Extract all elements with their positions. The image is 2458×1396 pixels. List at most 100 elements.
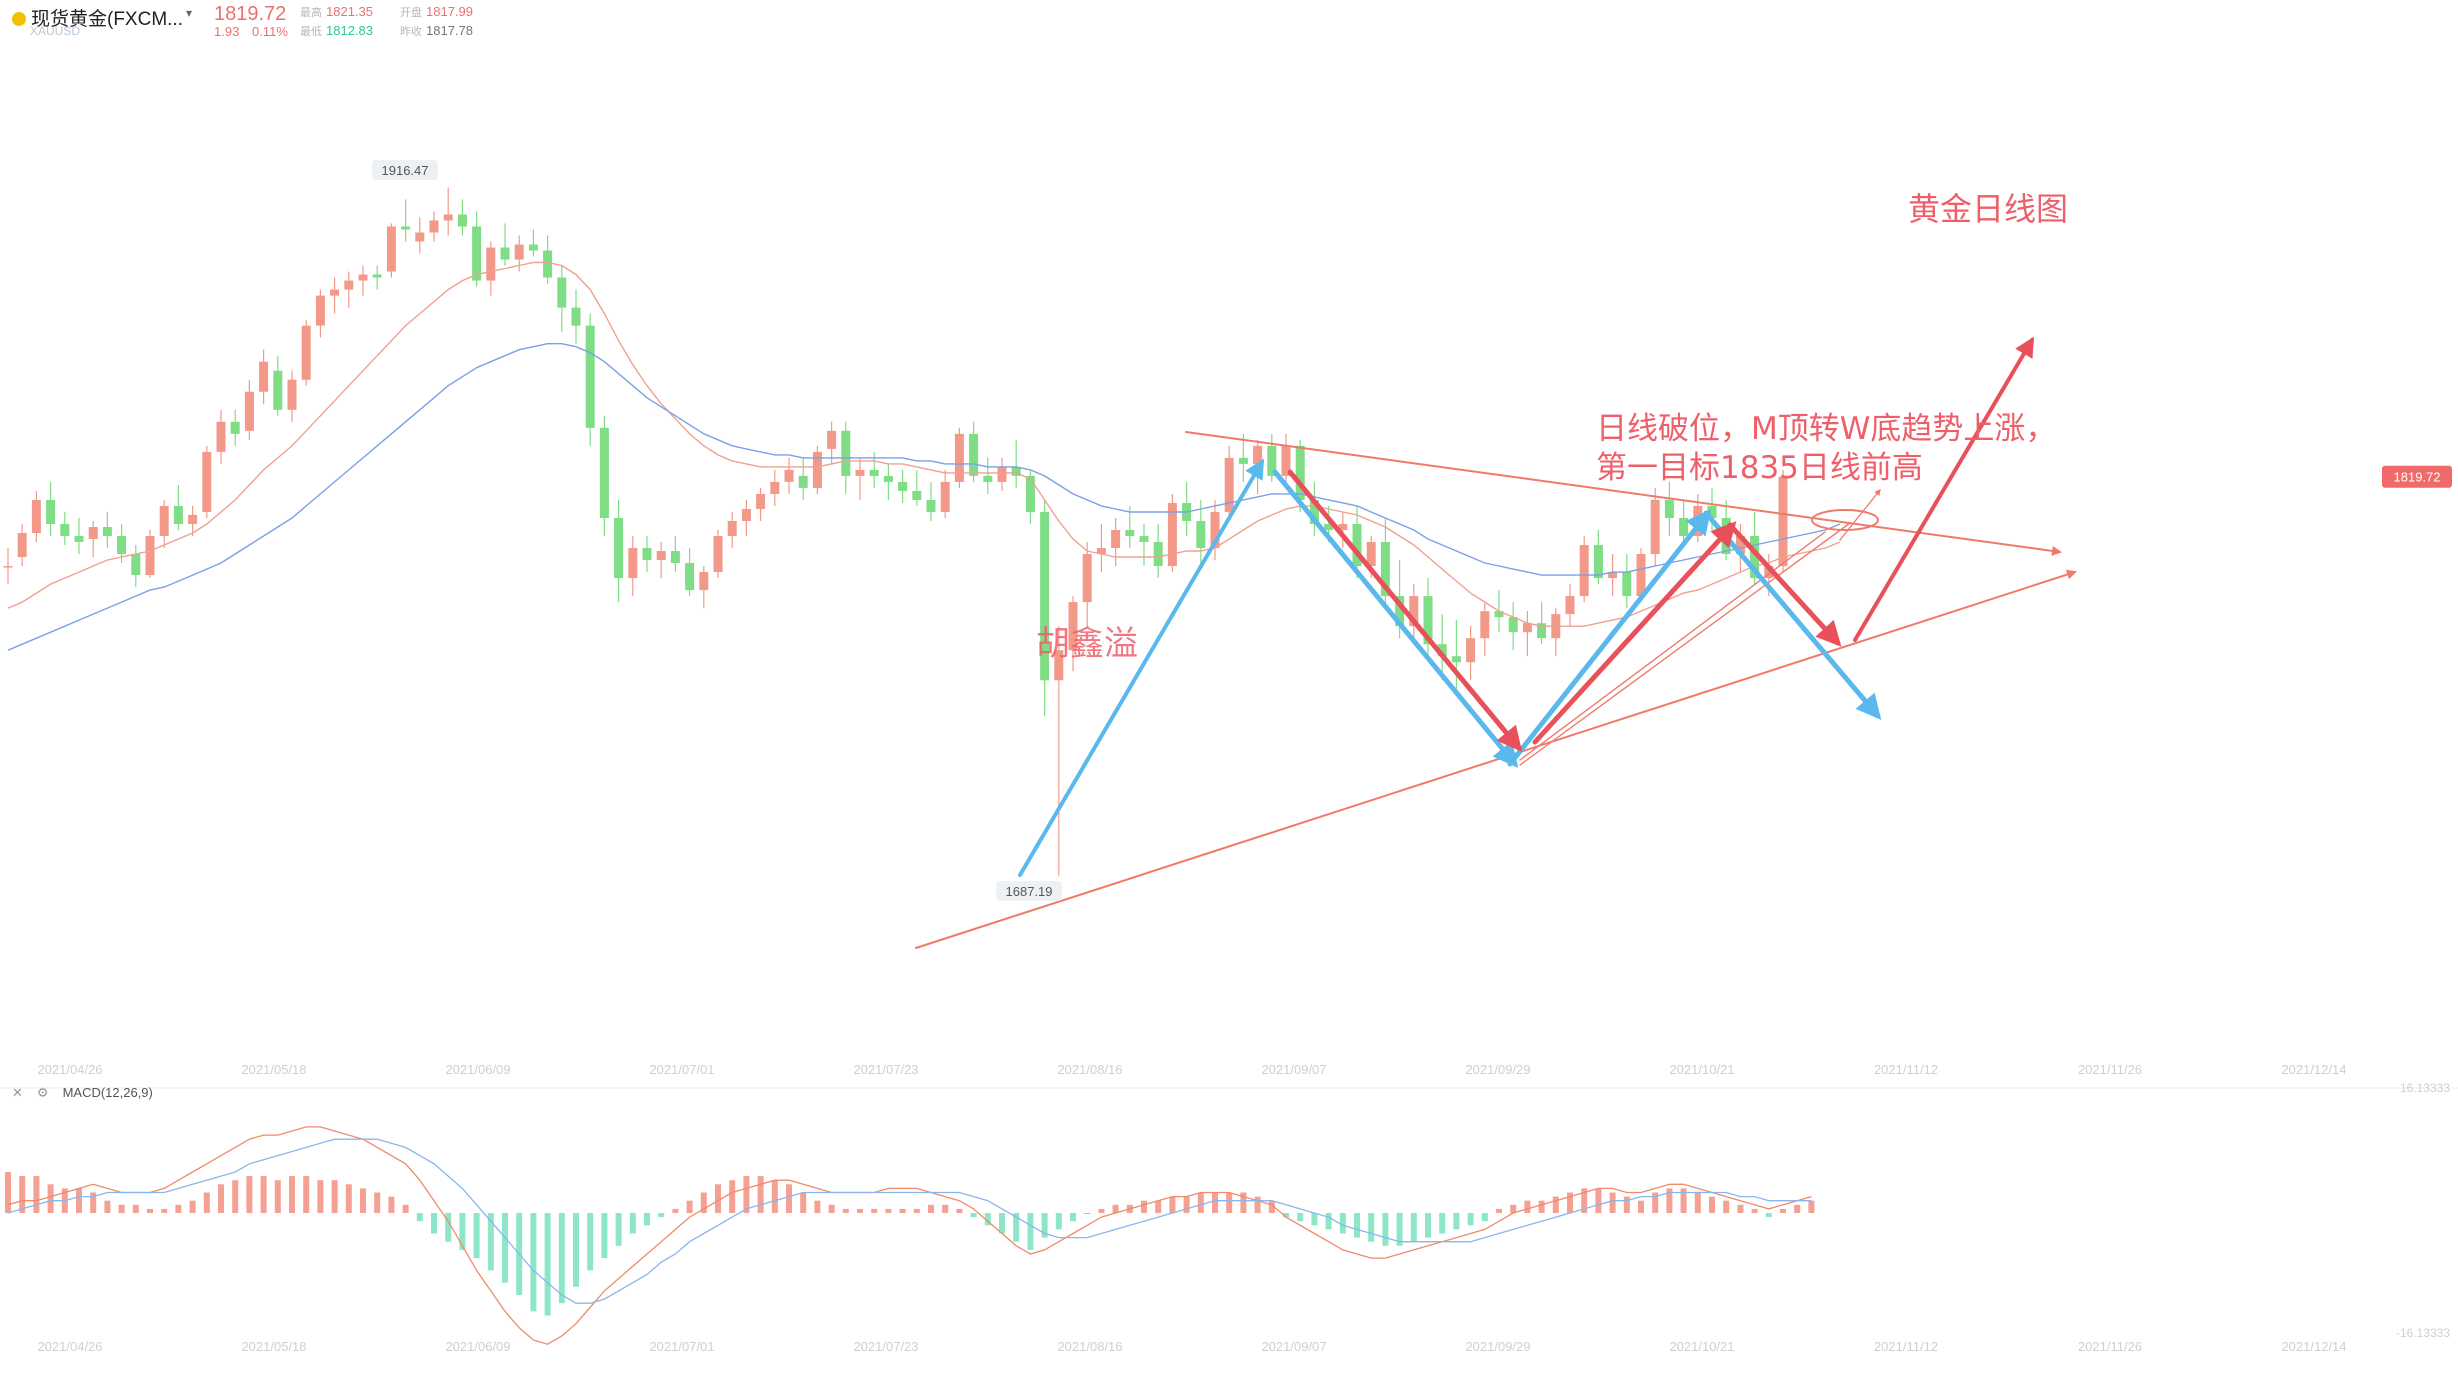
candle xyxy=(1068,596,1078,672)
candle-body xyxy=(727,520,737,536)
candle-body xyxy=(614,517,624,579)
candle xyxy=(259,349,269,404)
candle-body xyxy=(1210,511,1220,549)
macd-bar xyxy=(1041,1213,1048,1238)
candle-body xyxy=(685,563,695,591)
candle-body xyxy=(898,481,908,491)
macd-axis-top: 16.13333 xyxy=(2400,1081,2450,1095)
x-tick-label-lower: 2021/07/23 xyxy=(853,1339,918,1354)
macd-bar xyxy=(1354,1213,1360,1238)
macd-bar xyxy=(1595,1188,1602,1213)
candle xyxy=(1196,499,1206,567)
rising-channel-line xyxy=(1519,531,1826,761)
macd-bar xyxy=(1226,1192,1233,1213)
symbol-header: 现货黄金(FXCM... ▾ 1819.72 XAUUSD 1.93 0.11%… xyxy=(0,0,700,40)
candle-body xyxy=(997,466,1007,482)
candle-body xyxy=(401,226,411,230)
low-marker-box xyxy=(996,881,1062,901)
macd-bar xyxy=(828,1204,835,1213)
candle xyxy=(898,469,908,503)
macd-bar xyxy=(1638,1200,1644,1213)
candle xyxy=(131,545,141,588)
macd-bar xyxy=(1765,1213,1772,1218)
candle-body xyxy=(543,250,553,278)
macd-bar xyxy=(1183,1196,1190,1213)
candle xyxy=(585,313,595,446)
macd-bar xyxy=(1240,1192,1247,1213)
symbol-name[interactable]: 现货黄金(FXCM... xyxy=(12,4,183,31)
candle xyxy=(614,499,624,603)
chevron-down-icon[interactable]: ▾ xyxy=(186,6,193,20)
macd-bar xyxy=(786,1184,792,1213)
macd-bar xyxy=(1510,1204,1517,1213)
macd-bar xyxy=(999,1213,1005,1234)
candle xyxy=(770,469,780,506)
price-change-pct: 0.11% xyxy=(252,24,288,39)
candle-body xyxy=(230,421,240,434)
current-price-tag xyxy=(2382,465,2452,488)
candle xyxy=(557,265,567,332)
quote-open-label: 开盘 xyxy=(400,7,422,19)
macd-bar xyxy=(1112,1204,1119,1213)
candle-body xyxy=(1011,466,1021,476)
candle-body xyxy=(3,566,13,568)
candle xyxy=(1409,584,1419,645)
macd-dif-line xyxy=(7,1126,1812,1345)
candle-body xyxy=(1466,638,1476,663)
ma-slow-line xyxy=(7,343,1841,651)
candle xyxy=(1466,626,1476,681)
candle-body xyxy=(1565,596,1575,615)
macd-bar xyxy=(871,1208,878,1213)
macd-bar xyxy=(175,1204,182,1213)
candle-body xyxy=(1253,445,1263,464)
symbol-code: XAUUSD xyxy=(30,24,81,38)
candle-body xyxy=(1636,554,1646,597)
settings-icon[interactable]: ⚙ xyxy=(36,1085,49,1100)
candle-body xyxy=(1111,529,1121,549)
candle xyxy=(1167,493,1177,573)
candle xyxy=(983,457,993,494)
macd-bar xyxy=(1070,1213,1076,1222)
candle xyxy=(17,523,27,567)
gold-coin-icon xyxy=(12,12,26,26)
candle-body xyxy=(330,289,340,296)
candle-body xyxy=(1750,535,1760,579)
macd-bar xyxy=(303,1176,310,1213)
macd-bar xyxy=(615,1213,622,1246)
candle-body xyxy=(273,370,283,410)
macd-bar xyxy=(942,1204,949,1213)
macd-bar xyxy=(1055,1213,1062,1230)
x-tick-label: 2021/06/09 xyxy=(445,1062,510,1077)
candle xyxy=(997,457,1007,491)
candle xyxy=(1267,433,1277,482)
candle xyxy=(699,566,709,609)
candle-body xyxy=(1281,445,1291,476)
macd-bar xyxy=(1680,1188,1687,1213)
candle xyxy=(784,457,794,494)
macd-bar xyxy=(1723,1200,1730,1213)
macd-bar xyxy=(502,1213,508,1283)
macd-bar xyxy=(232,1180,239,1213)
candle-body xyxy=(1196,520,1206,549)
candle xyxy=(1224,445,1234,518)
candle-body xyxy=(216,421,226,452)
candle xyxy=(31,490,41,543)
macd-bar xyxy=(1623,1196,1630,1213)
macd-bar xyxy=(885,1208,892,1213)
candle xyxy=(486,241,496,296)
macd-bar xyxy=(260,1176,267,1213)
symbol-name-text: 现货黄金(FXCM... xyxy=(31,9,183,30)
macd-bar xyxy=(857,1208,863,1213)
candle xyxy=(741,499,751,536)
macd-bar xyxy=(1652,1192,1659,1213)
candle-body xyxy=(1522,623,1532,633)
quote-low-value: 1812.83 xyxy=(326,23,373,38)
candle-body xyxy=(1593,545,1603,579)
x-tick-label: 2021/12/14 xyxy=(2281,1062,2346,1077)
close-icon[interactable]: ✕ xyxy=(12,1085,23,1100)
macd-bar xyxy=(928,1204,934,1213)
candle xyxy=(443,187,453,236)
red-down-arrow-2 xyxy=(1727,522,1842,647)
